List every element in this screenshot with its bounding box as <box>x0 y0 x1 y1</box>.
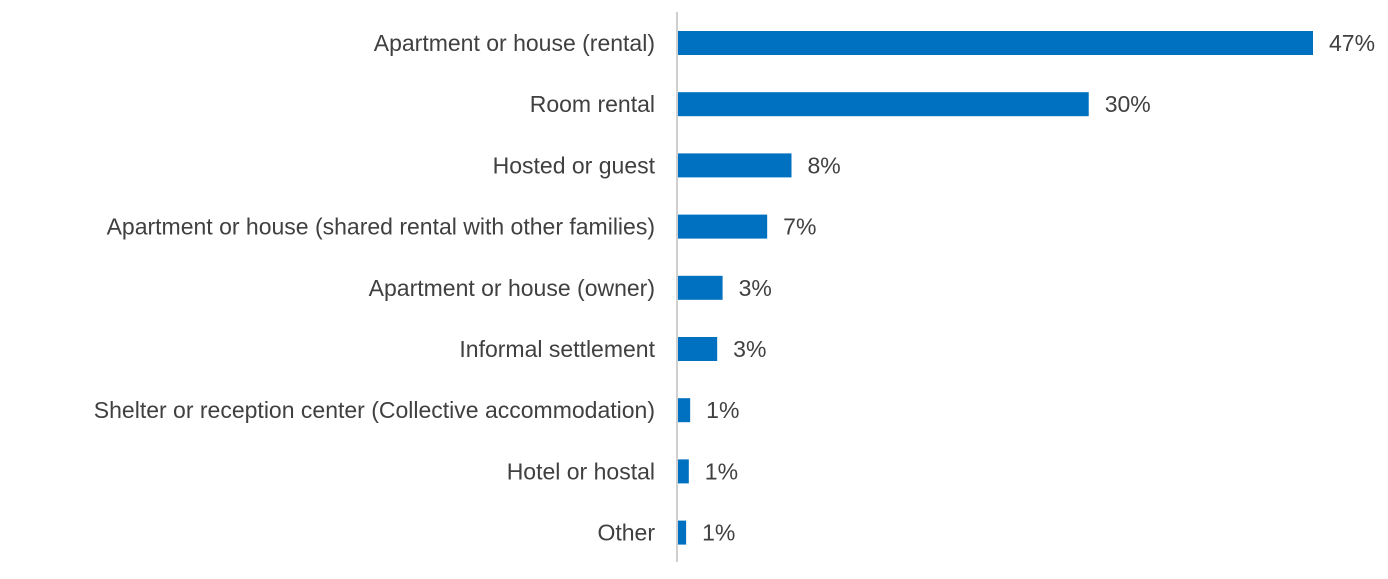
category-label: Room rental <box>530 91 655 117</box>
bar <box>678 92 1089 117</box>
bar <box>678 459 689 484</box>
bar <box>678 398 691 423</box>
bar <box>678 31 1313 55</box>
value-label: 1% <box>702 520 735 546</box>
category-label: Hotel or hostal <box>507 458 655 484</box>
value-label: 3% <box>739 275 772 301</box>
bar <box>678 275 723 300</box>
category-label: Apartment or house (owner) <box>369 275 655 301</box>
value-label: 1% <box>705 458 738 484</box>
value-label: 30% <box>1105 91 1151 117</box>
value-label: 8% <box>807 152 840 178</box>
category-label: Other <box>597 520 655 546</box>
bar <box>678 520 687 545</box>
value-labels: 47% 30% 8% 7% 3% 3% 1% 1% 1% <box>702 30 1375 546</box>
category-label: Shelter or reception center (Collective … <box>94 397 655 423</box>
category-label: Informal settlement <box>459 336 655 362</box>
bar <box>678 337 718 361</box>
category-labels: Apartment or house (rental) Room rental Ho… <box>94 30 656 546</box>
bars-layer <box>678 31 1313 545</box>
bar <box>678 214 768 239</box>
category-label: Hosted or guest <box>493 152 656 178</box>
category-label: Apartment or house (rental) <box>374 30 655 56</box>
value-label: 7% <box>783 214 816 240</box>
category-label: Apartment or house (shared rental with o… <box>107 214 655 240</box>
bar <box>678 153 792 178</box>
value-label: 3% <box>733 336 766 362</box>
value-label: 47% <box>1329 30 1375 56</box>
value-label: 1% <box>706 397 739 423</box>
